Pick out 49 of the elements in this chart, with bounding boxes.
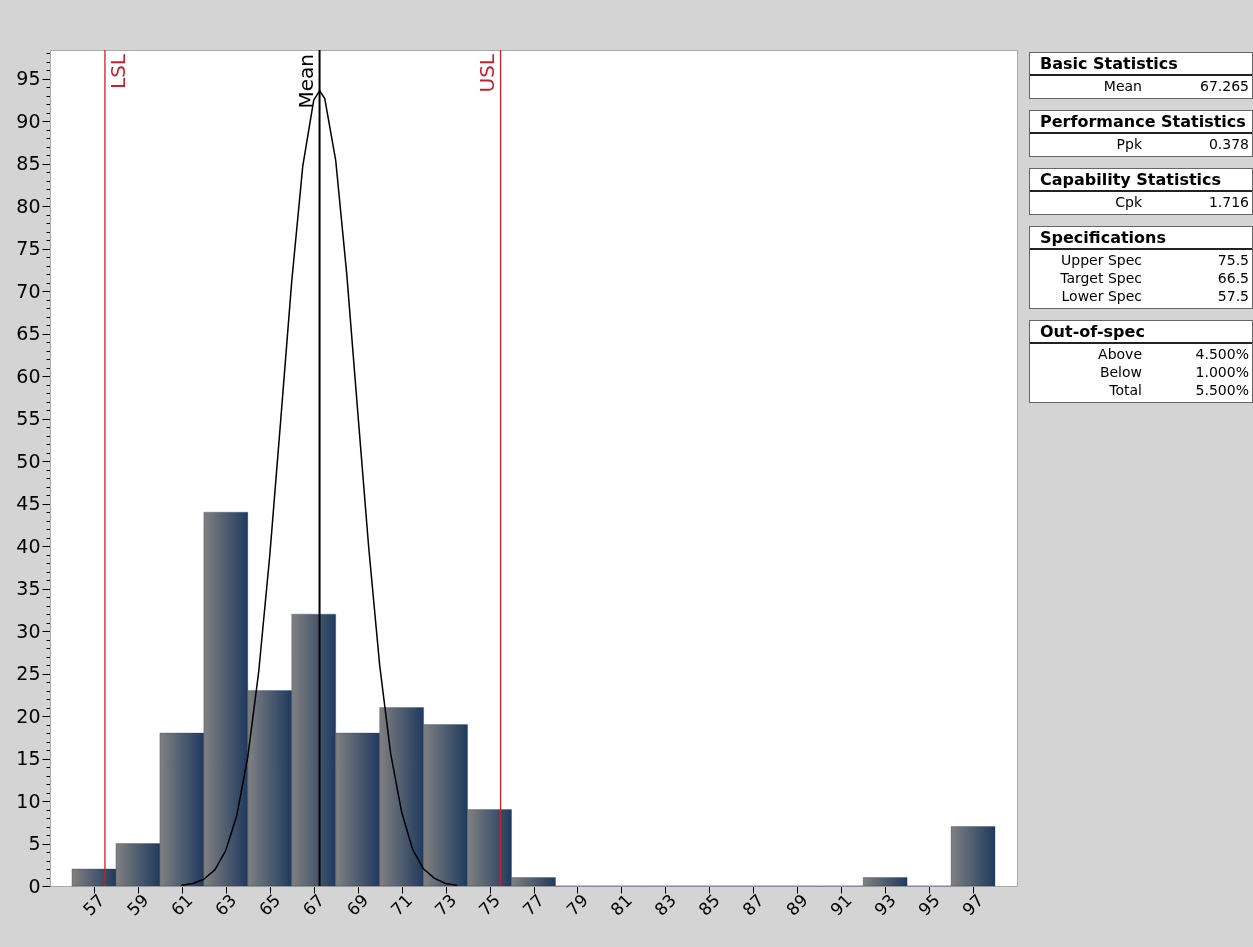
y-tick-label: 30 (16, 619, 41, 642)
x-tick-label: 75 (474, 890, 505, 920)
x-tick-label: 97 (958, 890, 988, 920)
y-tick-label: 75 (16, 237, 41, 260)
x-tick-label: 57 (79, 890, 109, 920)
y-tick-label: 0 (28, 874, 41, 897)
x-tick-label: 93 (870, 890, 900, 920)
x-tick-label: 63 (210, 890, 241, 920)
y-tick-label: 60 (16, 364, 41, 387)
text: Specifications Upper Spec 75.5 Target Spec 66.5 Lower Spec 57.5 (1040, 228, 1249, 304)
y-tick-label: 35 (16, 577, 41, 600)
y-tick-label: 5 (28, 832, 41, 855)
y-tick-label: 70 (16, 279, 41, 302)
x-tick-label: 85 (694, 890, 724, 920)
text: Basic Statistics Mean 67.265 (1040, 54, 1249, 94)
y-tick-label: 55 (16, 407, 41, 430)
y-tick-label: 90 (16, 109, 41, 132)
y-tick-label: 10 (16, 789, 41, 812)
ref-line-label: LSL (105, 53, 130, 89)
x-tick-label: 81 (606, 890, 636, 920)
text: Capability Statistics Cpk 1.716 (1040, 170, 1249, 210)
x-tick-label: 89 (782, 890, 812, 920)
x-tick-label: 67 (298, 890, 329, 920)
y-tick-label: 20 (16, 704, 41, 727)
x-tick-label: 59 (122, 890, 153, 920)
y-tick-label: 50 (16, 449, 41, 472)
ref-line-label: Mean (293, 54, 318, 109)
x-tick-label: 69 (342, 890, 373, 920)
text: Performance Statistics Ppk 0.378 (1040, 112, 1249, 152)
x-tick-label: 71 (386, 890, 417, 920)
x-tick-label: 91 (826, 890, 856, 920)
x-tick-label: 87 (738, 890, 768, 920)
y-tick-label: 25 (16, 662, 41, 685)
x-tick-label: 95 (914, 890, 944, 920)
x-tick-label: 79 (562, 890, 592, 920)
x-tick-label: 77 (518, 890, 549, 920)
text: Out-of-spec Above 4.500% Below 1.000% Total 5.500% (1040, 322, 1249, 398)
x-tick-label: 83 (650, 890, 680, 920)
y-tick-label: 80 (16, 194, 41, 217)
x-tick-label: 65 (254, 890, 285, 920)
y-tick-label: 40 (16, 534, 41, 557)
y-tick-label: 65 (16, 322, 41, 345)
y-tick-label: 15 (16, 747, 41, 770)
y-tick-label: 95 (16, 67, 41, 90)
x-tick-label: 73 (430, 890, 461, 920)
y-tick-label: 85 (16, 152, 41, 175)
ref-line-label: USL (474, 53, 499, 93)
x-tick-label: 61 (166, 890, 197, 920)
y-tick-label: 45 (16, 492, 41, 515)
